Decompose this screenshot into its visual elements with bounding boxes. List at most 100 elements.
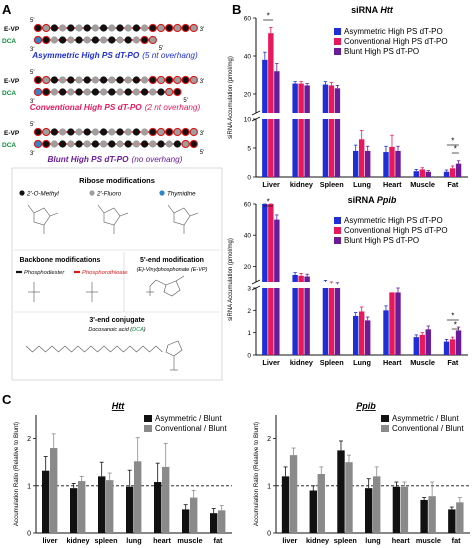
x-tick-label: Lung: [353, 358, 371, 367]
bar: [268, 33, 274, 114]
passenger-nucleotide: [83, 88, 91, 96]
backbone-label: Phosphodiester: [24, 270, 65, 276]
bar: [268, 204, 274, 282]
legend-swatch: [144, 415, 152, 422]
bar-lower-segment: [334, 288, 341, 355]
x-tick-label: Fat: [447, 358, 459, 367]
guide-nucleotide: [108, 128, 116, 136]
passenger-nucleotide: [108, 36, 116, 44]
guide-nucleotide: [67, 128, 75, 136]
bar: [345, 462, 353, 533]
passenger-nucleotide: [59, 140, 67, 148]
x-tick-label: muscle: [177, 536, 202, 545]
bar: [359, 139, 365, 177]
guide-nucleotide: [33, 127, 43, 137]
passenger-nucleotide: [50, 36, 59, 44]
y-tick-label: 1: [267, 483, 271, 490]
x-tick-label: Spleen: [320, 180, 344, 189]
legend-label: Conventional / Blunt: [392, 424, 464, 433]
design-name: Asymmetric High PS dT-PO: [31, 51, 140, 60]
guide-nucleotide: [148, 75, 157, 85]
guide-5prime-label: 5': [30, 122, 34, 128]
bar: [298, 275, 304, 282]
x-tick-label: Liver: [262, 358, 280, 367]
legend-frame: [11, 167, 223, 381]
design-name: Conventional High PS dT-PO: [30, 103, 143, 112]
design-note: (no overhang): [131, 155, 182, 164]
bar-lower-segment: [262, 288, 268, 355]
guide-nucleotide: [50, 128, 59, 136]
ribose-label: Thymidine: [167, 191, 196, 198]
chart-ppib-accumulation: siRNA Ppib siRNA Accumulation (pmol/mg) 0 1…: [228, 195, 468, 367]
passenger-nucleotide: [75, 88, 83, 96]
significance-star: *: [451, 312, 454, 321]
guide-nucleotide: [50, 24, 59, 32]
guide-nucleotide: [67, 24, 75, 32]
guide-nucleotide: [116, 128, 124, 136]
end5-title: 5'-end modification: [140, 257, 204, 264]
legend-label: Conventional High PS dT-PO: [344, 226, 448, 235]
passenger-nucleotide: [91, 140, 99, 148]
y-axis-label: Accumulation Ratio (Relative to Blunt): [13, 422, 20, 526]
bar-lower-segment: [334, 119, 341, 177]
passenger-nucleotide: [124, 36, 132, 44]
significance-star: *: [454, 321, 457, 330]
bar-lower-segment: [304, 119, 310, 177]
passenger-nucleotide: [91, 36, 99, 44]
guide-nucleotide: [132, 128, 140, 136]
ribose-label: 2'-O-Methyl: [26, 191, 59, 198]
backbone-label: Phosphorothioate: [82, 270, 128, 276]
sugar-structure-icon: [167, 204, 199, 234]
guide-nucleotide: [33, 75, 43, 85]
guide-nucleotide: [83, 24, 91, 32]
passenger-nucleotide: [42, 87, 51, 97]
x-tick-label: liver: [42, 536, 57, 545]
y-tick-label: 20: [244, 92, 252, 99]
guide-3prime-label: 3': [200, 79, 204, 85]
passenger-nucleotide: [189, 139, 198, 149]
evp-label: E-VP: [4, 130, 20, 137]
guide-nucleotide: [124, 76, 132, 84]
y-tick-label: 40: [244, 233, 252, 240]
legend-label: Asymmetric High PS dT-PO: [344, 27, 443, 36]
legend-label: Blunt High PS dT-PO: [344, 236, 419, 245]
bar: [428, 496, 436, 533]
bar: [309, 490, 317, 533]
x-tick-label: Liver: [262, 180, 280, 189]
x-tick-label: heart: [392, 536, 410, 545]
bar: [317, 474, 325, 533]
guide-nucleotide: [116, 24, 124, 32]
chemistry-legend: Ribose modifications 2'-O-Methyl 2'-Fluor…: [11, 167, 223, 381]
x-tick-label: Lung: [353, 180, 371, 189]
passenger-3prime-label: 3': [30, 151, 34, 157]
passenger-nucleotide: [116, 36, 124, 44]
y-tick-label: 0: [27, 531, 31, 538]
bar: [182, 509, 190, 533]
dca-label: DCA: [2, 90, 16, 97]
chart-title-gene: Htt: [380, 5, 393, 15]
y-tick-label: 20: [244, 264, 252, 271]
ribose-items: 2'-O-Methyl 2'-Fluoro Thymidine: [19, 190, 199, 234]
y-tick-label: 2: [267, 436, 271, 443]
x-tick-label: kidney: [290, 358, 314, 367]
bar: [353, 150, 359, 177]
bar: [262, 59, 268, 113]
y-tick-label: 3: [247, 286, 251, 293]
guide-nucleotide: [181, 23, 190, 33]
legend-swatch: [334, 227, 341, 234]
passenger-nucleotide: [149, 140, 157, 148]
passenger-nucleotide: [148, 35, 157, 45]
guide-nucleotide: [75, 76, 83, 84]
legend-swatch: [144, 425, 152, 432]
passenger-nucleotide: [33, 139, 43, 149]
x-tick-label: heart: [153, 536, 171, 545]
bar: [126, 486, 134, 533]
bar: [328, 85, 335, 113]
guide-nucleotide: [100, 76, 108, 84]
axis-break-mark: [251, 279, 261, 285]
guide-nucleotide: [181, 75, 190, 85]
bar: [413, 171, 419, 177]
passenger-nucleotide: [75, 36, 83, 44]
guide-nucleotide: [91, 128, 99, 136]
